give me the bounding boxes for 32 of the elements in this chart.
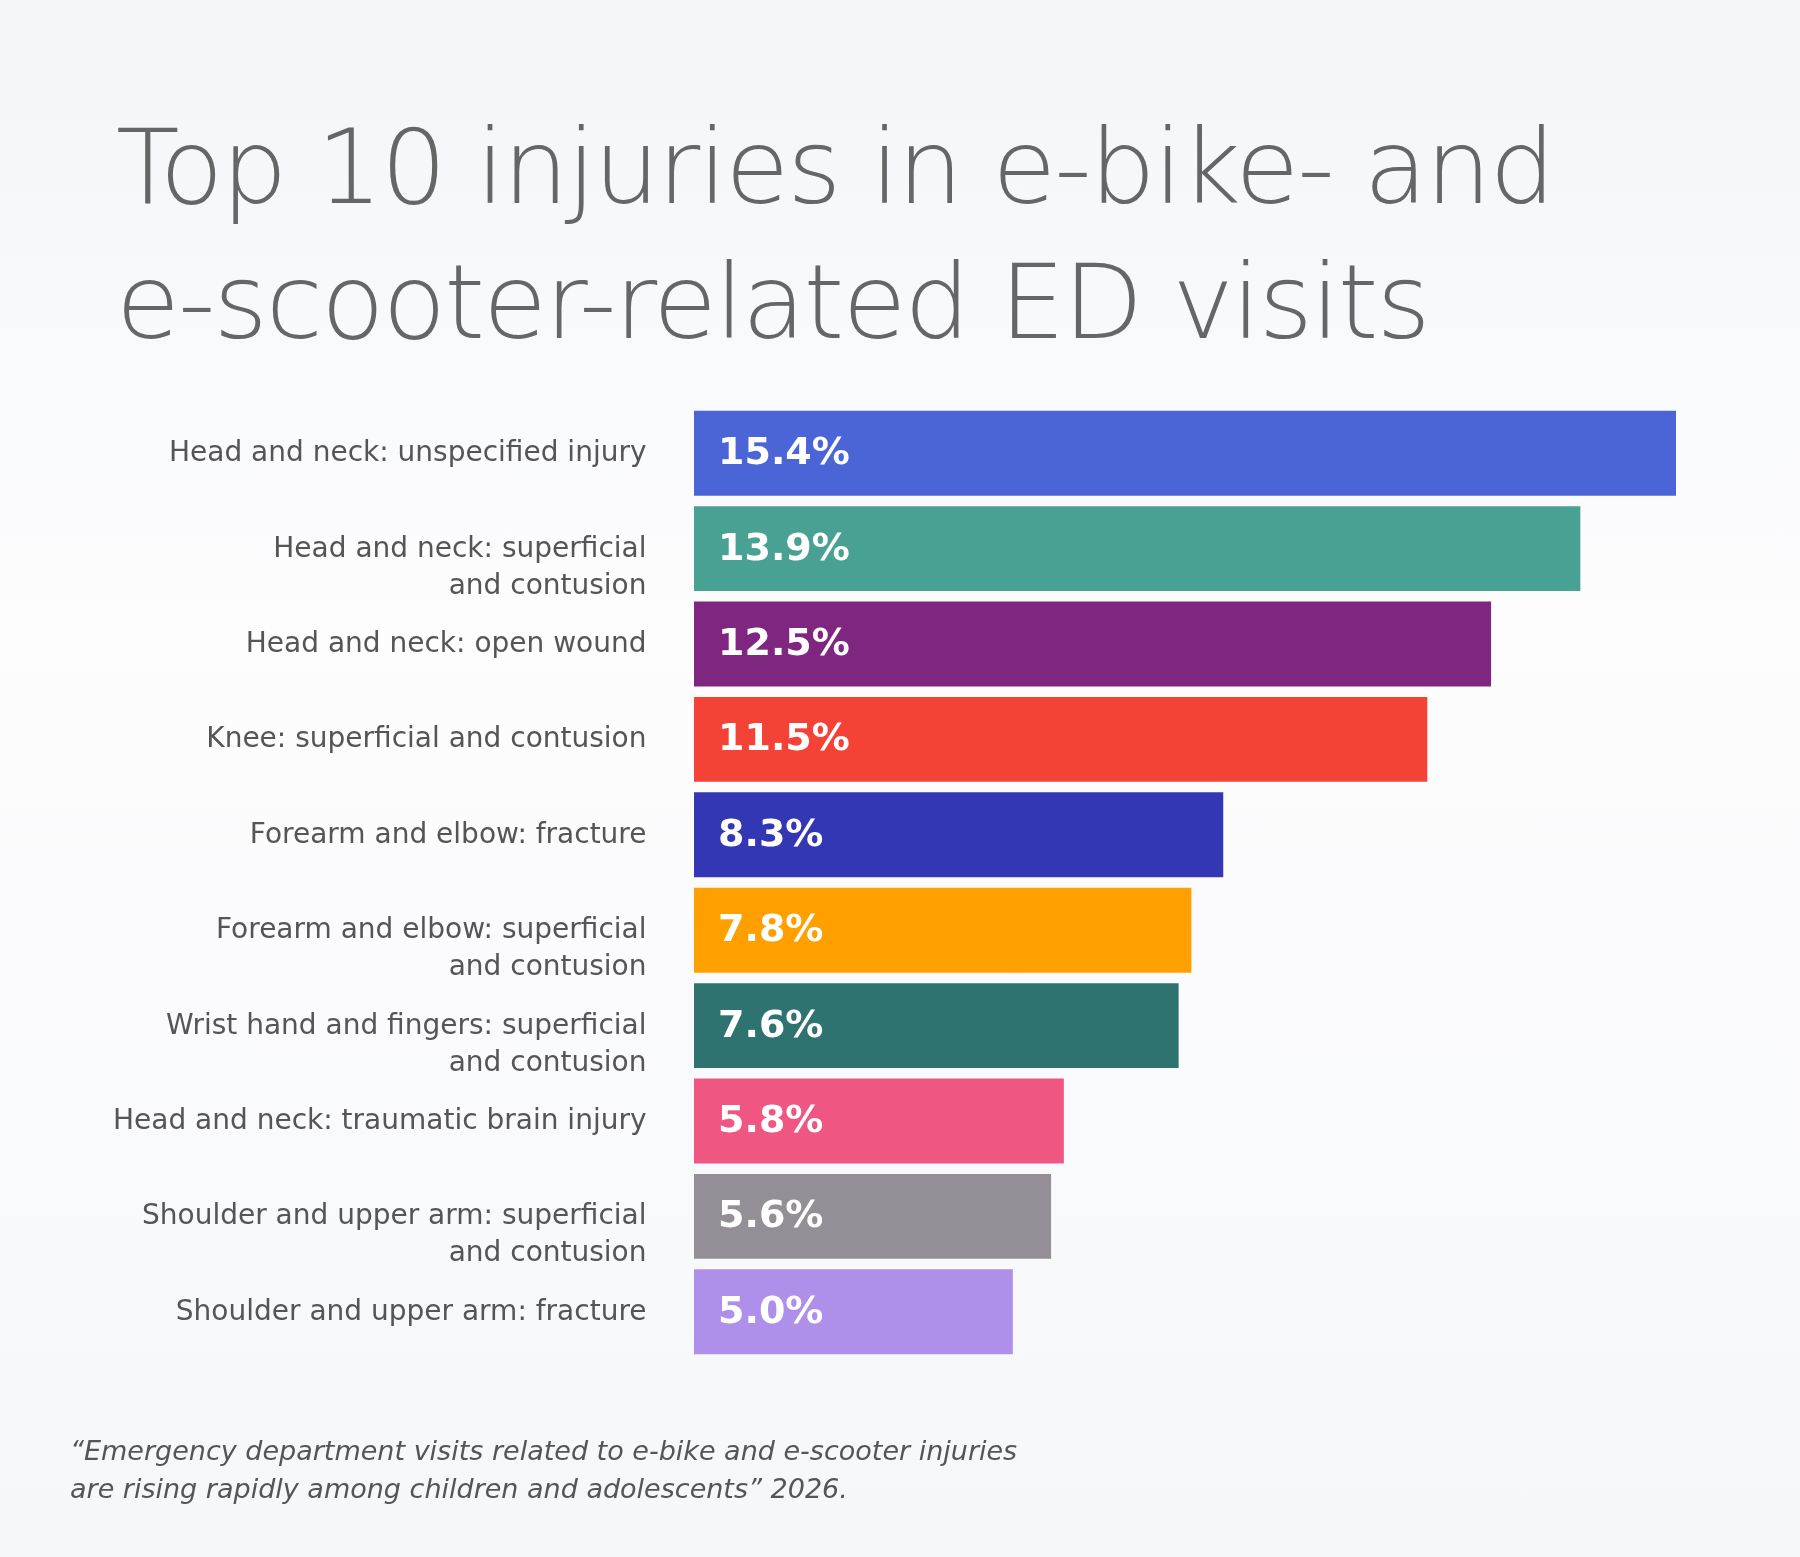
y-tick-label: Shoulder and upper arm: superficial and contusion (142, 1198, 647, 1269)
bar (694, 1269, 1013, 1355)
bar (694, 1173, 1052, 1259)
bar (694, 1078, 1064, 1164)
data-label: 11.5% (718, 715, 850, 760)
data-label: 5.0% (718, 1287, 824, 1332)
bar (694, 506, 1581, 592)
data-label: 8.3% (718, 810, 824, 855)
chart-title: Top 10 injuries in e-bike- and e-scooter-related ED visits (116, 105, 1555, 366)
y-tick-label: Head and neck: superficial and contusion (273, 530, 647, 601)
data-label: 5.8% (718, 1097, 824, 1142)
y-tick-label: Wrist hand and fingers: superficial and contusion (166, 1007, 647, 1078)
y-tick-label: Forearm and elbow: fracture (249, 816, 647, 850)
y-tick-label: Head and neck: unspecified injury (168, 435, 647, 469)
data-label: 5.6% (718, 1192, 824, 1237)
y-tick-label: Forearm and elbow: superficial and contusion (216, 912, 647, 983)
data-label: 13.9% (718, 524, 850, 569)
data-label: 7.6% (718, 1001, 824, 1046)
bar (694, 887, 1192, 973)
y-tick-label: Shoulder and upper arm: fracture (175, 1293, 647, 1327)
bar (694, 792, 1224, 878)
bar (694, 601, 1492, 687)
y-tick-label: Head and neck: open wound (245, 625, 647, 659)
text: “Emergency department visits related to e-bike and e-scooter injuries are rising rapidly among children and adolescents” 2026. (70, 1434, 1019, 1506)
y-tick-label: Head and neck: traumatic brain injury (113, 1103, 647, 1137)
data-label: 12.5% (718, 619, 850, 664)
data-label: 15.4% (718, 429, 850, 474)
y-tick-label: Knee: superficial and contusion (206, 721, 647, 755)
bar (694, 696, 1428, 782)
data-label: 7.8% (718, 906, 824, 951)
bar (694, 983, 1179, 1069)
bar (694, 410, 1676, 496)
